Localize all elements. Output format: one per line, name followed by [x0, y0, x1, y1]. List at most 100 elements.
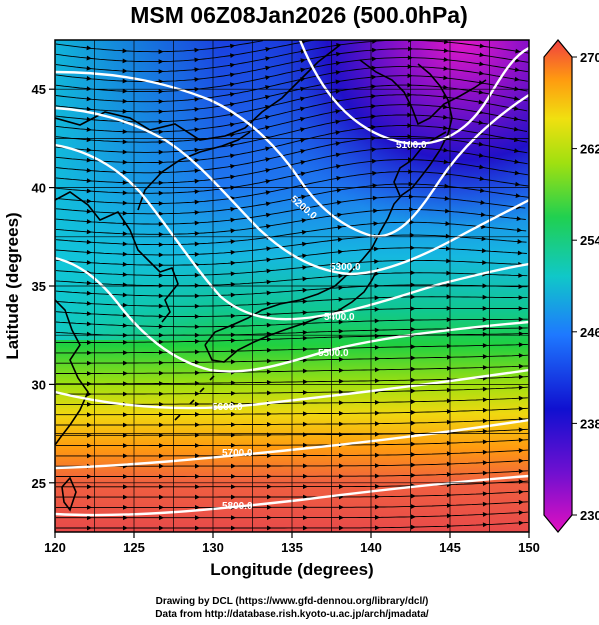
wind-arrow — [230, 463, 236, 469]
wind-arrow — [266, 312, 272, 317]
wind-arrow — [410, 344, 416, 350]
wind-arrow — [266, 525, 272, 531]
wind-arrow — [230, 390, 236, 396]
footer-credit: Drawing by DCL (https://www.gfd-dennou.o… — [156, 596, 429, 607]
wind-arrow — [336, 188, 342, 193]
wind-arrow — [338, 411, 344, 416]
wind-arrow — [229, 82, 236, 88]
wind-arrow — [158, 59, 164, 64]
wind-arrow — [194, 189, 200, 194]
wind-arrow — [158, 190, 164, 196]
wind-arrow — [518, 499, 524, 505]
wind-arrow — [410, 388, 416, 394]
wind-arrow — [446, 440, 452, 446]
wind-arrow — [482, 501, 488, 507]
wind-arrow — [158, 484, 164, 490]
x-tick-label: 140 — [360, 540, 382, 555]
wind-arrow — [518, 363, 524, 369]
wind-arrow — [374, 399, 380, 405]
wind-arrow — [410, 524, 416, 530]
wind-arrow — [515, 181, 521, 187]
wind-arrow — [230, 401, 236, 407]
wind-arrow — [373, 208, 379, 214]
wind-arrow — [482, 449, 488, 455]
wind-arrow — [374, 431, 380, 437]
wind-arrow — [374, 515, 380, 520]
wind-arrow — [265, 115, 271, 120]
wind-arrow — [374, 367, 380, 373]
wind-arrow — [86, 188, 92, 194]
wind-arrow — [122, 210, 128, 216]
wind-arrow — [338, 273, 344, 279]
wind-arrow — [374, 442, 380, 448]
wind-arrow — [122, 302, 128, 308]
wind-arrow — [122, 453, 128, 459]
wind-arrow — [266, 515, 272, 521]
contour-5500 — [55, 256, 529, 373]
wind-arrow — [410, 366, 416, 372]
wind-arrow — [122, 88, 128, 94]
wind-arrow — [230, 174, 236, 180]
wind-arrow — [194, 127, 200, 133]
wind-arrow — [122, 391, 128, 397]
wind-arrow — [194, 96, 200, 102]
wind-arrow — [445, 233, 451, 239]
wind-arrow — [230, 217, 236, 223]
wind-arrow — [517, 227, 523, 233]
wind-arrow — [374, 307, 380, 312]
wind-arrow — [482, 439, 488, 445]
wind-arrow — [266, 257, 272, 263]
wind-arrow — [194, 349, 200, 355]
colorbar-tick-label: 270 — [580, 50, 599, 65]
wind-arrow — [374, 483, 380, 489]
wind-arrow — [482, 354, 488, 359]
wind-arrow — [374, 452, 380, 458]
wind-arrow — [86, 106, 92, 112]
wind-arrow — [158, 432, 164, 438]
wind-arrow — [86, 494, 92, 500]
wind-arrow — [300, 116, 306, 122]
wind-arrow — [158, 262, 164, 268]
wind-arrow — [265, 47, 271, 52]
wind-arrow — [482, 512, 488, 517]
wind-arrow — [194, 359, 200, 365]
wind-arrow — [446, 513, 452, 519]
wind-arrow — [194, 339, 200, 344]
wind-arrow — [444, 196, 450, 201]
wind-arrow — [446, 305, 452, 311]
wind-arrow — [371, 114, 377, 120]
wind-arrow — [337, 224, 343, 230]
wind-arrow — [158, 504, 164, 510]
wind-arrow — [372, 170, 378, 176]
wind-arrow — [335, 130, 341, 136]
wind-arrow — [86, 229, 92, 235]
wind-arrow — [446, 365, 452, 371]
wind-arrow — [86, 321, 92, 327]
colorbar-tick-label: 230 — [580, 508, 599, 523]
wind-arrow — [408, 181, 414, 187]
wind-arrow — [517, 250, 523, 256]
wind-arrow — [229, 132, 236, 138]
wind-arrow — [158, 69, 164, 74]
wind-arrow — [194, 241, 200, 247]
wind-arrow — [371, 103, 377, 109]
map-title: MSM 06Z08Jan2026 (500.0hPa) — [130, 2, 468, 28]
wind-arrow — [266, 268, 272, 274]
wind-arrow — [86, 432, 92, 438]
wind-arrow — [371, 147, 377, 152]
wind-arrow — [338, 261, 344, 267]
wind-arrow — [194, 401, 200, 407]
wind-arrow — [230, 249, 236, 255]
wind-arrow — [407, 73, 413, 79]
wind-arrow — [374, 327, 380, 333]
wind-arrow — [371, 74, 377, 80]
wind-arrow — [300, 77, 306, 82]
wind-arrow — [158, 453, 164, 459]
wind-arrow — [266, 473, 272, 479]
wind-arrow — [158, 201, 164, 206]
wind-arrow — [86, 474, 92, 479]
wind-arrow — [194, 57, 200, 63]
y-tick-label: 30 — [32, 377, 46, 392]
wind-arrow — [194, 231, 200, 236]
